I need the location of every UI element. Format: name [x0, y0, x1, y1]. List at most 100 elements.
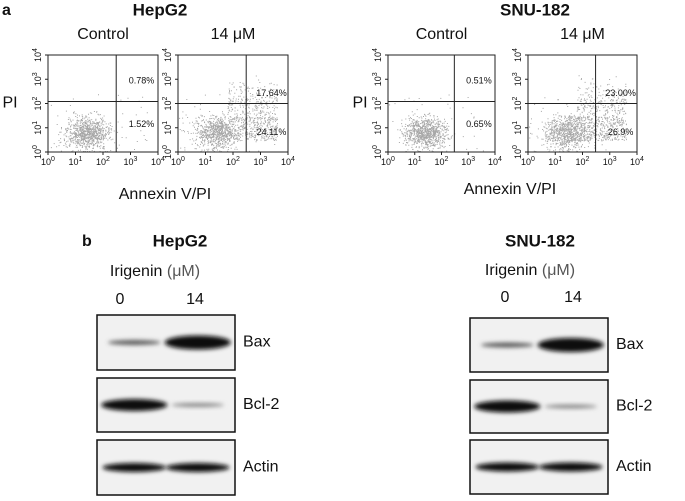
blot-band — [537, 338, 604, 352]
condition-label: 14 μM — [560, 26, 605, 43]
axis-tick-label: 103 — [162, 72, 174, 86]
tick-exponent: 3 — [372, 72, 379, 76]
tick-base: 10 — [33, 76, 43, 86]
tick-base: 10 — [163, 100, 173, 110]
axis-tick-label: 100 — [512, 145, 524, 159]
protein-label: Bcl-2 — [616, 398, 653, 415]
group-title: SNU-182 — [505, 231, 575, 250]
axis-tick-label: 101 — [548, 156, 562, 168]
blot-frame — [96, 439, 236, 496]
dose-label: 0 — [116, 291, 125, 308]
tick-base: 10 — [41, 157, 51, 167]
axis-tick-label: 100 — [381, 156, 395, 168]
tick-base: 10 — [373, 149, 383, 159]
tick-base: 10 — [33, 149, 43, 159]
protein-label: Actin — [616, 458, 652, 475]
condition-label: Control — [416, 26, 468, 43]
tick-exponent: 1 — [512, 121, 519, 125]
dose-label: 14 — [564, 289, 582, 306]
upper-right-percent: 17.64% — [256, 88, 287, 98]
tick-base: 10 — [513, 149, 523, 159]
protein-label: Bcl-2 — [243, 396, 280, 413]
blot-frame — [469, 317, 609, 373]
tick-base: 10 — [513, 52, 523, 62]
axis-tick-label: 103 — [512, 72, 524, 86]
tick-base: 10 — [521, 157, 531, 167]
tick-exponent: 4 — [162, 48, 169, 52]
axis-tick-label: 100 — [162, 145, 174, 159]
tick-exponent: 3 — [613, 156, 617, 163]
tick-exponent: 4 — [372, 48, 379, 52]
tick-base: 10 — [226, 157, 236, 167]
axis-tick-label: 102 — [96, 156, 110, 168]
tick-exponent: 2 — [106, 156, 110, 163]
tick-base: 10 — [33, 52, 43, 62]
scatter-dots — [389, 94, 484, 152]
treatment-name: Irigenin — [110, 263, 162, 280]
tick-exponent: 1 — [372, 121, 379, 125]
tick-base: 10 — [373, 76, 383, 86]
tick-exponent: 3 — [162, 72, 169, 76]
axis-tick-label: 101 — [408, 156, 422, 168]
upper-right-percent: 23.00% — [605, 88, 636, 98]
tick-exponent: 4 — [498, 156, 502, 163]
axis-tick-label: 104 — [372, 48, 384, 62]
tick-exponent: 1 — [558, 156, 562, 163]
axis-tick-label: 101 — [32, 121, 44, 135]
blot-band — [481, 342, 534, 348]
lower-right-percent: 1.52% — [129, 119, 155, 129]
tick-base: 10 — [163, 52, 173, 62]
tick-exponent: 1 — [209, 156, 213, 163]
axis-tick-label: 104 — [512, 48, 524, 62]
tick-exponent: 3 — [512, 72, 519, 76]
axis-tick-label: 103 — [32, 72, 44, 86]
blot-band — [101, 399, 168, 411]
tick-base: 10 — [461, 157, 471, 167]
axis-tick-label: 101 — [512, 121, 524, 135]
plot-frame — [387, 54, 496, 153]
treatment-unit: (μM) — [542, 262, 575, 279]
axis-tick-label: 104 — [162, 48, 174, 62]
tick-base: 10 — [408, 157, 418, 167]
lower-right-percent: 26.9% — [608, 127, 634, 137]
tick-base: 10 — [33, 100, 43, 110]
blot-band — [171, 403, 224, 407]
protein-label: Bax — [243, 334, 271, 351]
axis-tick-label: 103 — [461, 156, 475, 168]
tick-exponent: 3 — [32, 72, 39, 76]
scatter-dots — [179, 75, 278, 152]
tick-exponent: 2 — [586, 156, 590, 163]
tick-base: 10 — [513, 100, 523, 110]
tick-exponent: 4 — [640, 156, 644, 163]
panel-label: b — [82, 233, 92, 250]
tick-exponent: 2 — [372, 96, 379, 100]
tick-base: 10 — [513, 125, 523, 135]
blot-band — [539, 462, 603, 472]
upper-right-percent: 0.51% — [466, 76, 492, 86]
axis-tick-label: 100 — [372, 145, 384, 159]
tick-base: 10 — [548, 157, 558, 167]
blot-band — [475, 462, 539, 472]
axis-tick-label: 102 — [32, 96, 44, 110]
blot-band — [102, 463, 166, 472]
condition-label: 14 μM — [211, 26, 256, 43]
treatment-name: Irigenin — [485, 262, 537, 279]
axis-tick-label: 104 — [151, 156, 165, 168]
tick-exponent: 2 — [445, 156, 449, 163]
tick-base: 10 — [373, 52, 383, 62]
tick-exponent: 0 — [372, 145, 379, 149]
dose-label: 0 — [501, 289, 510, 306]
x-axis-label: Annexin V/PI — [119, 186, 212, 203]
axis-tick-label: 101 — [199, 156, 213, 168]
tick-exponent: 3 — [471, 156, 475, 163]
lower-right-percent: 0.65% — [466, 119, 492, 129]
axis-tick-label: 102 — [435, 156, 449, 168]
tick-base: 10 — [199, 157, 209, 167]
tick-exponent: 1 — [32, 121, 39, 125]
dose-label: 14 — [186, 291, 204, 308]
tick-exponent: 0 — [531, 156, 535, 163]
tick-base: 10 — [488, 157, 498, 167]
y-axis-label: PI — [352, 95, 367, 112]
tick-exponent: 2 — [162, 96, 169, 100]
